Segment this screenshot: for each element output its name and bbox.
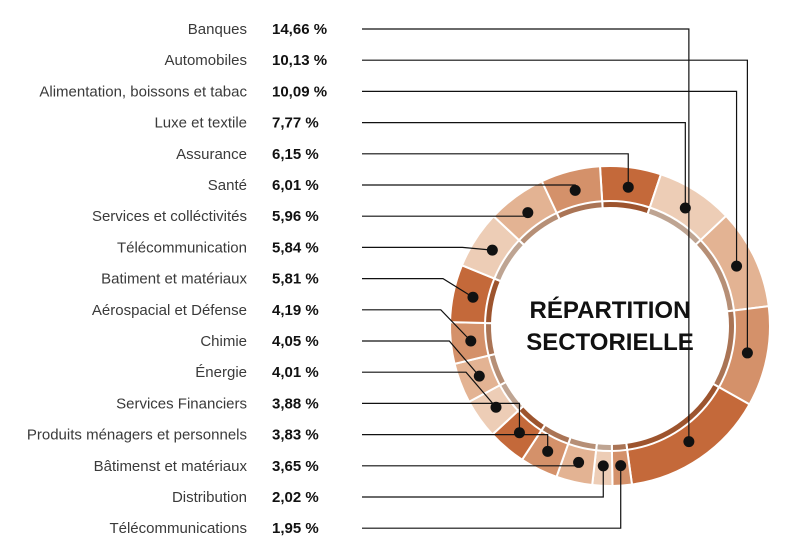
- sector-label: Télécommunications: [109, 520, 247, 537]
- sector-label: Banques: [188, 21, 247, 38]
- leader-dot: [731, 260, 743, 272]
- sector-value: 5,84 %: [272, 239, 319, 256]
- sector-value: 3,65 %: [272, 458, 319, 475]
- leader-dot: [597, 460, 609, 472]
- center-title-line-2: SECTORIELLE: [526, 329, 694, 356]
- leader-lines: [362, 28, 753, 529]
- leader-line: [362, 309, 472, 342]
- leader-dot: [513, 427, 525, 439]
- sector-label: Services Financiers: [116, 395, 247, 412]
- leader-dot: [683, 436, 695, 448]
- sector-value: 5,96 %: [272, 208, 319, 225]
- leader-dot: [615, 460, 627, 472]
- sector-label: Santé: [208, 177, 247, 194]
- leader-dot: [573, 456, 585, 468]
- leader-line: [362, 121, 686, 208]
- leader-dot: [622, 181, 634, 193]
- sector-label: Services et colléctivités: [92, 208, 247, 225]
- leader-line: [362, 340, 480, 377]
- leader-line: [362, 278, 474, 298]
- leader-line: [362, 465, 622, 529]
- sector-label: Produits ménagers et personnels: [27, 427, 247, 444]
- leader-line: [362, 371, 497, 408]
- center-title-line-1: RÉPARTITION: [530, 296, 691, 324]
- leader-line: [362, 59, 748, 353]
- sector-value: 3,83 %: [272, 427, 319, 444]
- sector-value: 1,95 %: [272, 520, 319, 537]
- sector-label: Énergie: [195, 364, 247, 381]
- leader-dot: [569, 184, 581, 196]
- sector-value: 10,13 %: [272, 52, 327, 69]
- sector-value: 6,15 %: [272, 146, 319, 163]
- sector-value: 7,77 %: [272, 115, 319, 132]
- leader-line: [362, 465, 604, 498]
- sector-label: Assurance: [176, 146, 247, 163]
- segment-band-15: [594, 442, 613, 452]
- sector-value: 10,09 %: [272, 83, 327, 100]
- sector-label: Aérospacial et Défense: [92, 302, 247, 319]
- leader-line: [362, 402, 521, 433]
- leader-dot: [467, 291, 479, 303]
- leader-dot: [522, 207, 534, 219]
- segment-band-5: [555, 200, 604, 221]
- sector-label: Batiment et matériaux: [101, 271, 247, 288]
- leader-dot: [473, 370, 485, 382]
- sector-value: 2,02 %: [272, 489, 319, 506]
- sector-value: 4,01 %: [272, 364, 319, 381]
- legend-labels: Banques 14,66 % Automobiles 10,13 % Alimenta…: [27, 21, 327, 537]
- sector-label: Chimie: [200, 333, 247, 350]
- segment-band-16: [610, 441, 629, 453]
- sector-value: 3,88 %: [272, 395, 319, 412]
- sector-value: 5,81 %: [272, 271, 319, 288]
- sector-label: Alimentation, boissons et tabac: [39, 83, 247, 100]
- leader-line: [362, 246, 493, 251]
- sector-value: 4,05 %: [272, 333, 319, 350]
- segment-band-9: [484, 321, 497, 357]
- segment-0: [625, 382, 751, 486]
- donut-layer: [449, 165, 771, 487]
- leader-dot: [486, 244, 498, 256]
- sector-label: Luxe et textile: [154, 115, 247, 132]
- sector-label: Télécommunication: [117, 239, 247, 256]
- leader-dot: [465, 335, 477, 347]
- sector-label: Bâtimenst et matériaux: [94, 458, 248, 475]
- leader-line: [362, 90, 738, 267]
- leader-line: [362, 28, 690, 442]
- leader-dot: [679, 202, 691, 214]
- sector-value: 14,66 %: [272, 21, 327, 38]
- sector-value: 6,01 %: [272, 177, 319, 194]
- leader-line: [362, 153, 629, 188]
- leader-dot: [542, 445, 554, 457]
- leader-dot: [741, 347, 753, 359]
- sector-label: Distribution: [172, 489, 247, 506]
- sector-value: 4,19 %: [272, 302, 319, 319]
- leader-dot: [490, 401, 502, 413]
- sector-label: Automobiles: [164, 52, 247, 69]
- leader-line: [362, 434, 549, 452]
